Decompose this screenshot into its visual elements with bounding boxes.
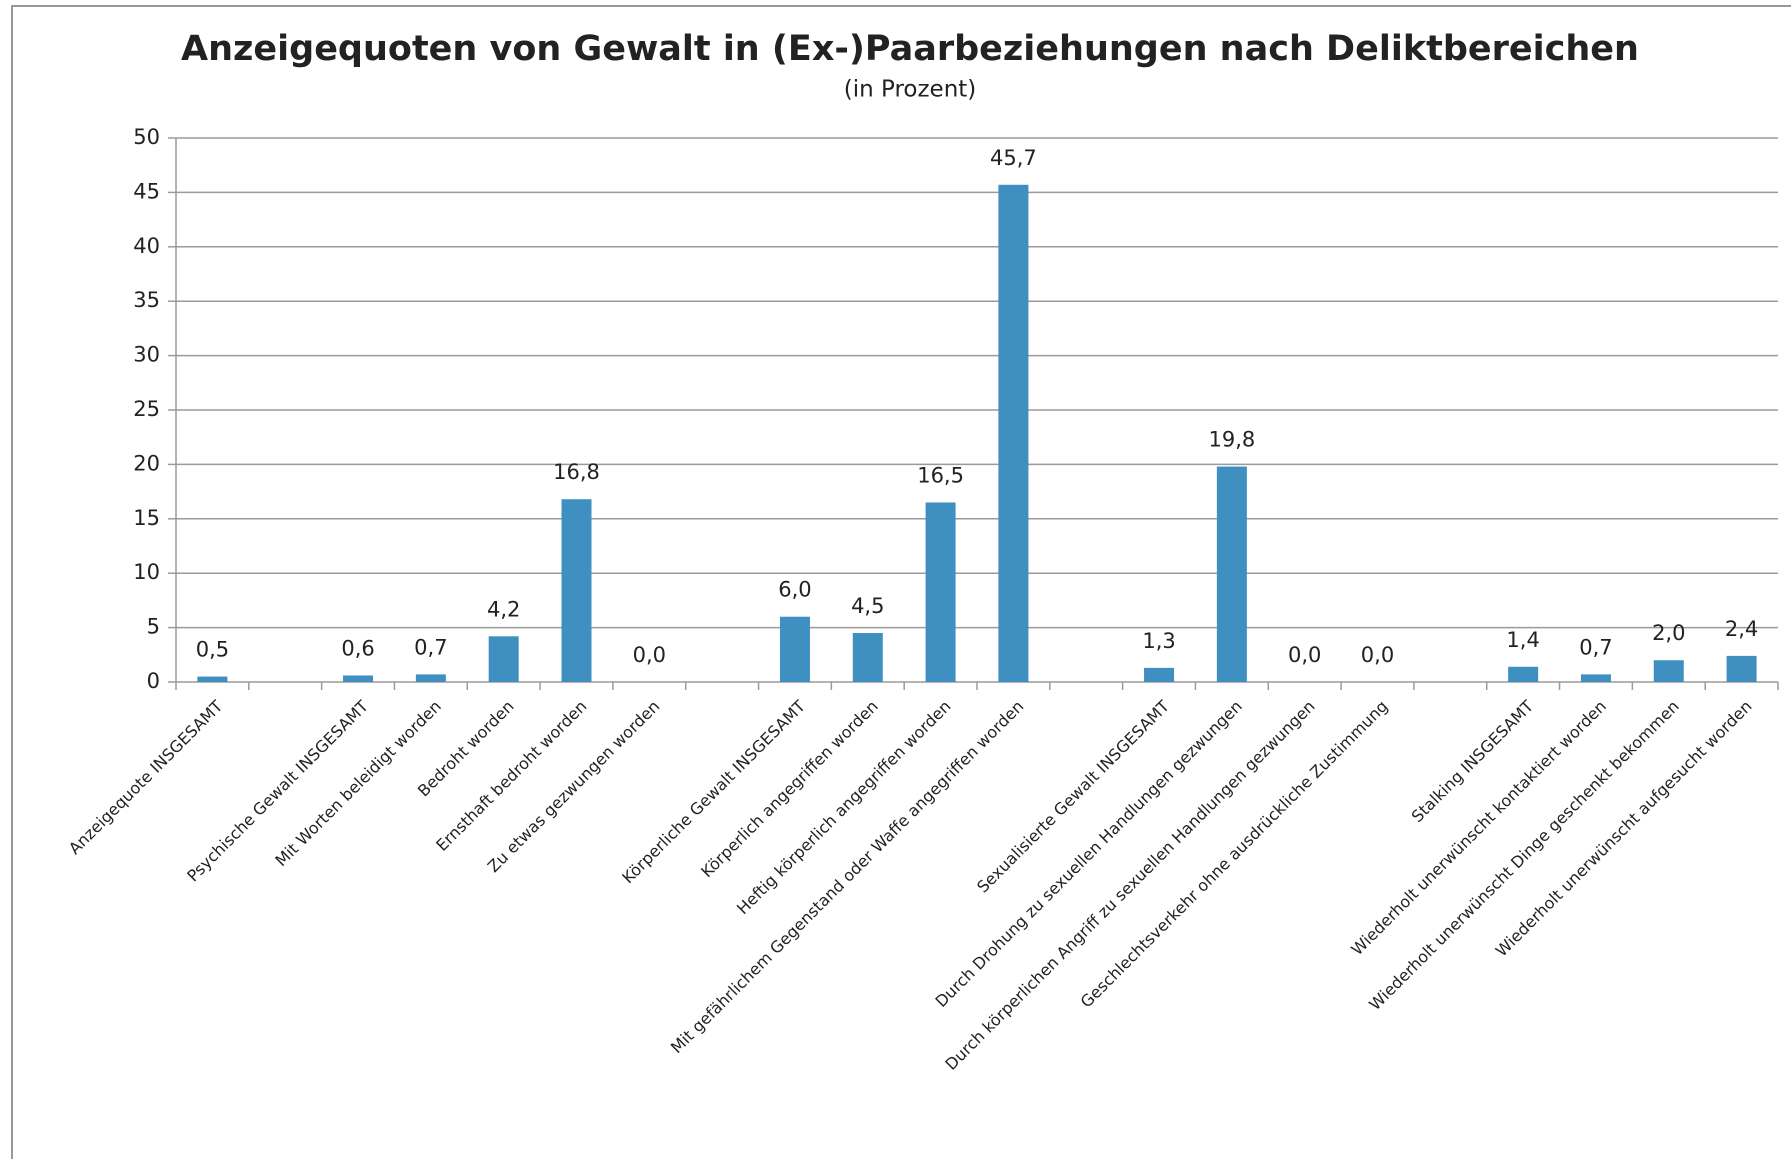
y-tick-label: 35 (133, 288, 160, 312)
value-label: 16,5 (917, 463, 964, 487)
value-label: 2,4 (1725, 617, 1758, 641)
value-label: 0,6 (341, 636, 374, 660)
y-tick-label: 30 (133, 343, 160, 367)
value-label: 4,2 (487, 597, 520, 621)
value-label: 0,5 (196, 638, 229, 662)
bar (1653, 660, 1684, 682)
y-tick-label: 45 (133, 179, 160, 203)
x-tick-label: Stalking INSGESAMT (1408, 696, 1538, 826)
x-tick-label: Wiederholt unerwünscht Dinge geschenkt b… (1365, 697, 1683, 1015)
value-label: 0,7 (414, 635, 447, 659)
bar (488, 636, 519, 682)
value-label: 1,3 (1142, 629, 1175, 653)
bar (1580, 674, 1611, 682)
frame (11, 5, 1791, 1159)
y-tick-label: 40 (133, 234, 160, 258)
value-label: 0,7 (1579, 635, 1612, 659)
x-tick-label: Durch körperlichen Angriff zu sexuellen … (941, 697, 1318, 1074)
bar (998, 184, 1029, 682)
bar (343, 675, 374, 682)
bar (561, 499, 592, 682)
value-label: 6,0 (778, 578, 811, 602)
value-label: 16,8 (553, 460, 600, 484)
bar (779, 616, 810, 682)
y-tick-label: 15 (133, 506, 160, 530)
bar (852, 633, 883, 682)
y-tick-label: 20 (133, 451, 160, 475)
value-label: 1,4 (1506, 628, 1539, 652)
value-label: 0,0 (633, 643, 666, 667)
bar (925, 502, 956, 682)
x-tick-label: Anzeigequote INSGESAMT (65, 696, 227, 858)
value-label: 2,0 (1652, 621, 1685, 645)
value-label: 0,0 (1361, 643, 1394, 667)
y-tick-label: 5 (147, 615, 160, 639)
value-label: 45,7 (990, 146, 1037, 170)
bar (1216, 466, 1247, 682)
y-tick-label: 0 (147, 669, 160, 693)
x-tick-label: Mit gefährlichem Gegenstand oder Waffe a… (667, 697, 1028, 1058)
bar (197, 676, 228, 682)
value-label: 0,0 (1288, 643, 1321, 667)
x-tick-label: Wiederholt unerwünscht kontaktiert worde… (1347, 697, 1610, 960)
chart-title: Anzeigequoten von Gewalt in (Ex-)Paarbez… (181, 29, 1639, 69)
bar (1726, 655, 1757, 682)
value-label: 19,8 (1208, 428, 1255, 452)
chart-subtitle: (in Prozent) (844, 77, 977, 103)
y-tick-label: 50 (133, 125, 160, 149)
y-tick-label: 10 (133, 560, 160, 584)
bar (1508, 666, 1539, 682)
bar (1144, 667, 1175, 682)
bar (415, 674, 446, 682)
x-tick-label: Ernsthaft bedroht worden (432, 697, 590, 855)
y-tick-label: 25 (133, 397, 160, 421)
x-tick-label: Wiederholt unerwünscht aufgesucht worden (1492, 697, 1756, 961)
value-label: 4,5 (851, 594, 884, 618)
